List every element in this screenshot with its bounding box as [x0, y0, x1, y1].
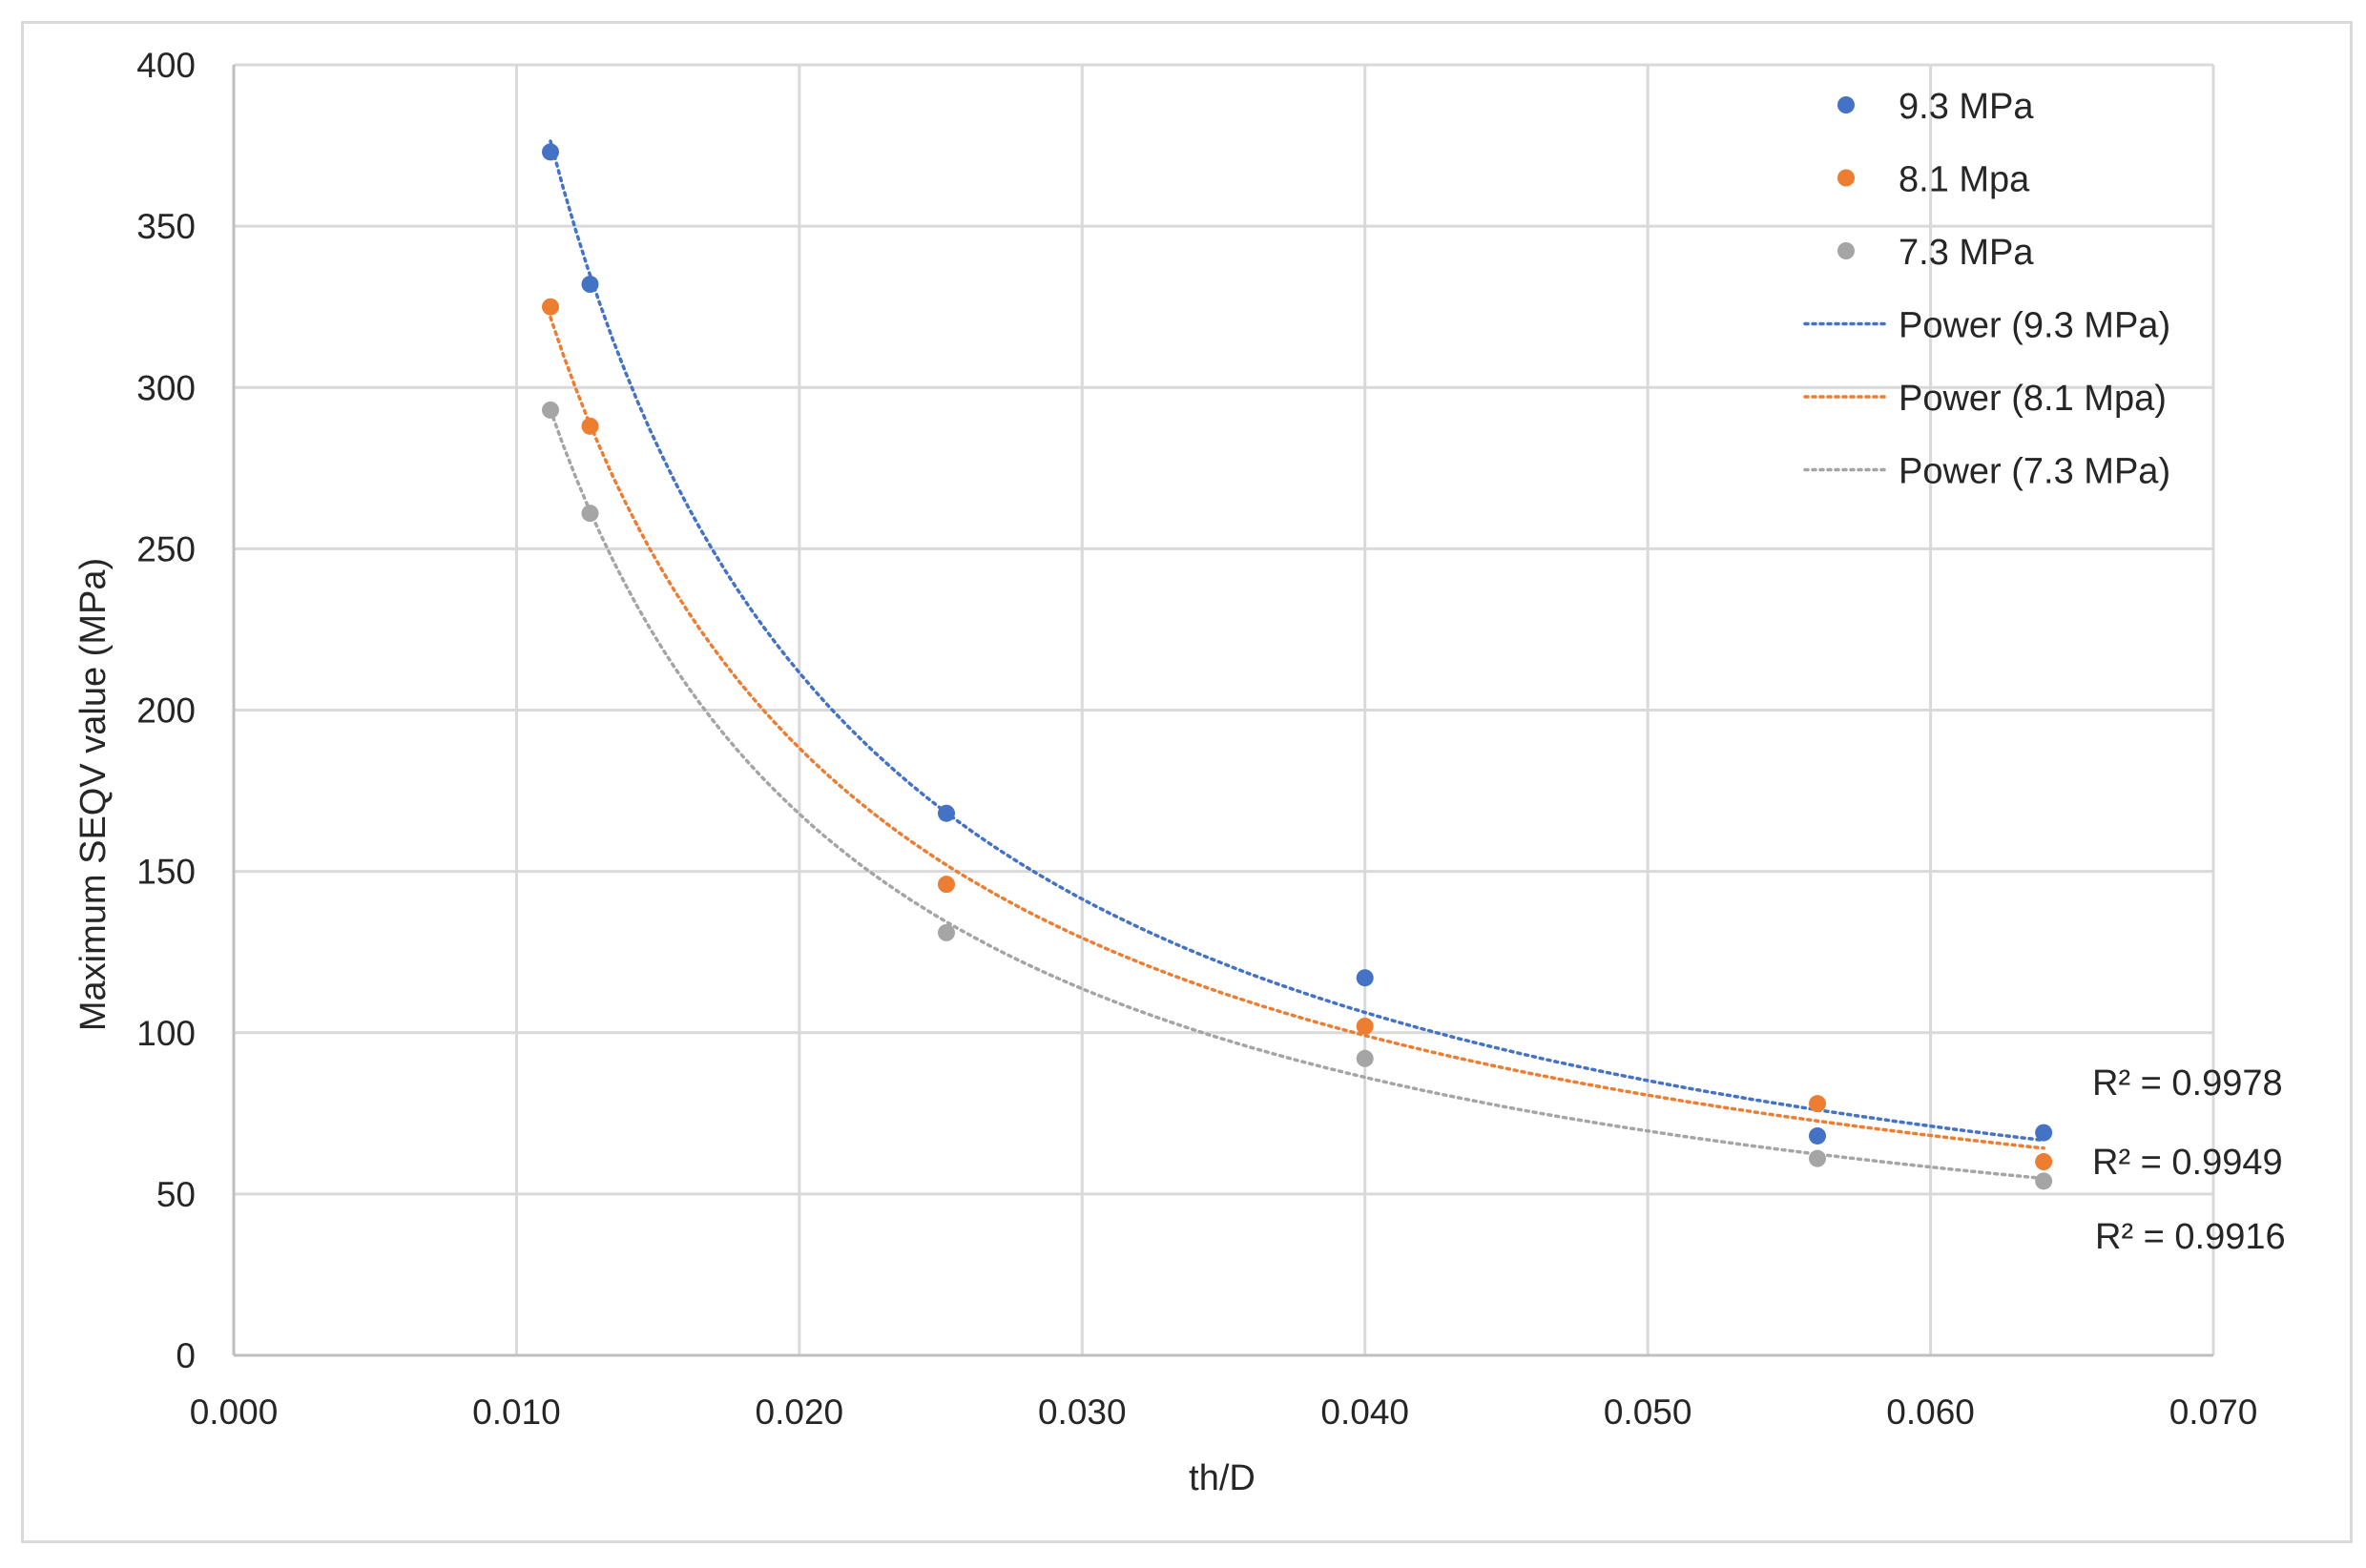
data-point-series-1: [2035, 1124, 2053, 1142]
data-point-series-3: [1809, 1149, 1826, 1167]
trendline-series-2: [549, 316, 2045, 1150]
grid-lines: [234, 63, 2215, 1355]
y-tick-label: 0: [176, 1336, 196, 1375]
x-axis-title: th/D: [1189, 1458, 1256, 1498]
r-squared-label-1: R² = 0.9978: [2092, 1063, 2283, 1104]
data-point-series-1: [1809, 1126, 1826, 1145]
legend-label-series-3: 7.3 MPa: [1899, 233, 2034, 273]
data-point-series-2: [938, 876, 955, 894]
data-point-series-2: [542, 298, 559, 316]
data-point-series-3: [542, 401, 559, 419]
r-squared-label-3: R² = 0.9916: [2095, 1217, 2286, 1257]
y-tick-label: 100: [136, 1014, 196, 1053]
trendline-series-1: [549, 139, 2045, 1143]
y-axis-title: Maximum SEQV value (MPa): [73, 558, 114, 1031]
y-tick-label: 400: [136, 46, 196, 85]
legend-trend-label-1: Power (9.3 MPa): [1899, 306, 2170, 346]
data-point-series-2: [581, 417, 599, 435]
data-points: [542, 143, 2053, 1190]
y-tick-label: 350: [136, 207, 196, 246]
x-tick-label: 0.070: [2169, 1393, 2258, 1432]
data-point-series-3: [938, 923, 955, 941]
data-point-series-2: [2035, 1153, 2053, 1171]
x-tick-label: 0.040: [1320, 1393, 1409, 1432]
x-tick-label: 0.020: [756, 1393, 844, 1432]
legend-marker-series-3: [1837, 242, 1855, 259]
data-point-series-1: [938, 804, 955, 822]
y-tick-label: 50: [156, 1175, 196, 1214]
legend-label-series-2: 8.1 Mpa: [1899, 160, 2030, 200]
data-point-series-1: [542, 143, 559, 161]
r-squared-labels: R² = 0.9978 R² = 0.9949 R² = 0.9916: [2092, 1063, 2286, 1257]
x-tick-label: 0.000: [190, 1393, 279, 1432]
data-point-series-1: [1356, 969, 1374, 987]
axes: [232, 65, 2213, 1357]
legend-marker-series-2: [1837, 169, 1855, 187]
data-point-series-2: [1809, 1095, 1826, 1113]
legend: 9.3 MPa 8.1 Mpa 7.3 MPa Power (9.3 MPa) Powe…: [1803, 87, 2170, 492]
data-point-series-1: [581, 276, 599, 294]
legend-trend-label-2: Power (8.1 Mpa): [1899, 379, 2167, 419]
y-tick-label: 200: [136, 691, 196, 731]
trendline-series-3: [549, 408, 2045, 1181]
tick-labels: 0.000 0.010 0.020 0.030 0.040 0.050 0.060 0.070…: [136, 46, 2257, 1432]
data-point-series-3: [581, 505, 599, 523]
x-tick-label: 0.030: [1038, 1393, 1127, 1432]
data-point-series-3: [2035, 1172, 2053, 1190]
x-tick-label: 0.010: [472, 1393, 561, 1432]
legend-marker-series-1: [1837, 96, 1855, 113]
data-point-series-2: [1356, 1017, 1374, 1035]
x-tick-label: 0.050: [1604, 1393, 1692, 1432]
data-point-series-3: [1356, 1049, 1374, 1067]
trendlines: [549, 139, 2045, 1181]
y-tick-label: 250: [136, 529, 196, 568]
x-tick-label: 0.060: [1886, 1393, 1975, 1432]
legend-label-series-1: 9.3 MPa: [1899, 87, 2034, 127]
y-tick-label: 300: [136, 368, 196, 407]
chart-frame: [21, 21, 2353, 1543]
r-squared-label-2: R² = 0.9949: [2092, 1143, 2283, 1183]
y-tick-label: 150: [136, 853, 196, 892]
legend-trend-label-3: Power (7.3 MPa): [1899, 452, 2170, 492]
